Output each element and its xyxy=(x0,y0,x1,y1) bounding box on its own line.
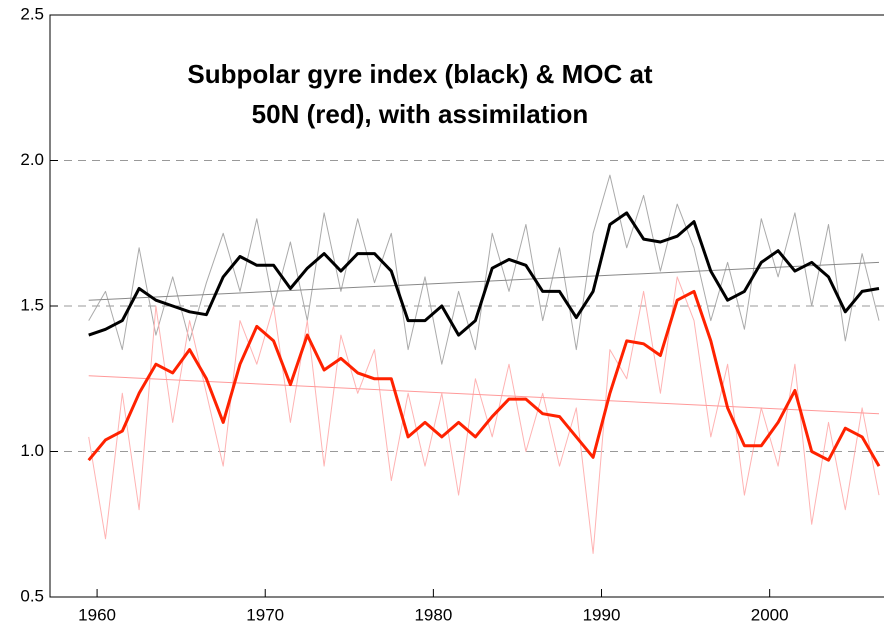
data-line xyxy=(87,289,881,467)
x-tick-label: 2000 xyxy=(751,605,789,624)
x-tick-label: 1970 xyxy=(246,605,284,624)
x-tick-label: 1990 xyxy=(583,605,621,624)
data-line xyxy=(88,261,880,301)
chart-title: 50N (red), with assimilation xyxy=(252,99,589,129)
y-tick-label: 1.5 xyxy=(20,295,44,314)
y-tick-label: 2.5 xyxy=(20,4,44,23)
data-line xyxy=(88,276,880,554)
x-tick-label: 1960 xyxy=(78,605,116,624)
data-line xyxy=(88,375,880,415)
y-tick-label: 0.5 xyxy=(20,586,44,605)
y-tick-label: 1.0 xyxy=(20,441,44,460)
y-tick-label: 2.0 xyxy=(20,150,44,169)
data-line xyxy=(88,211,880,337)
chart-title: Subpolar gyre index (black) & MOC at xyxy=(187,59,653,89)
x-tick-label: 1980 xyxy=(414,605,452,624)
plot-frame xyxy=(49,14,884,598)
data-line xyxy=(88,174,880,365)
